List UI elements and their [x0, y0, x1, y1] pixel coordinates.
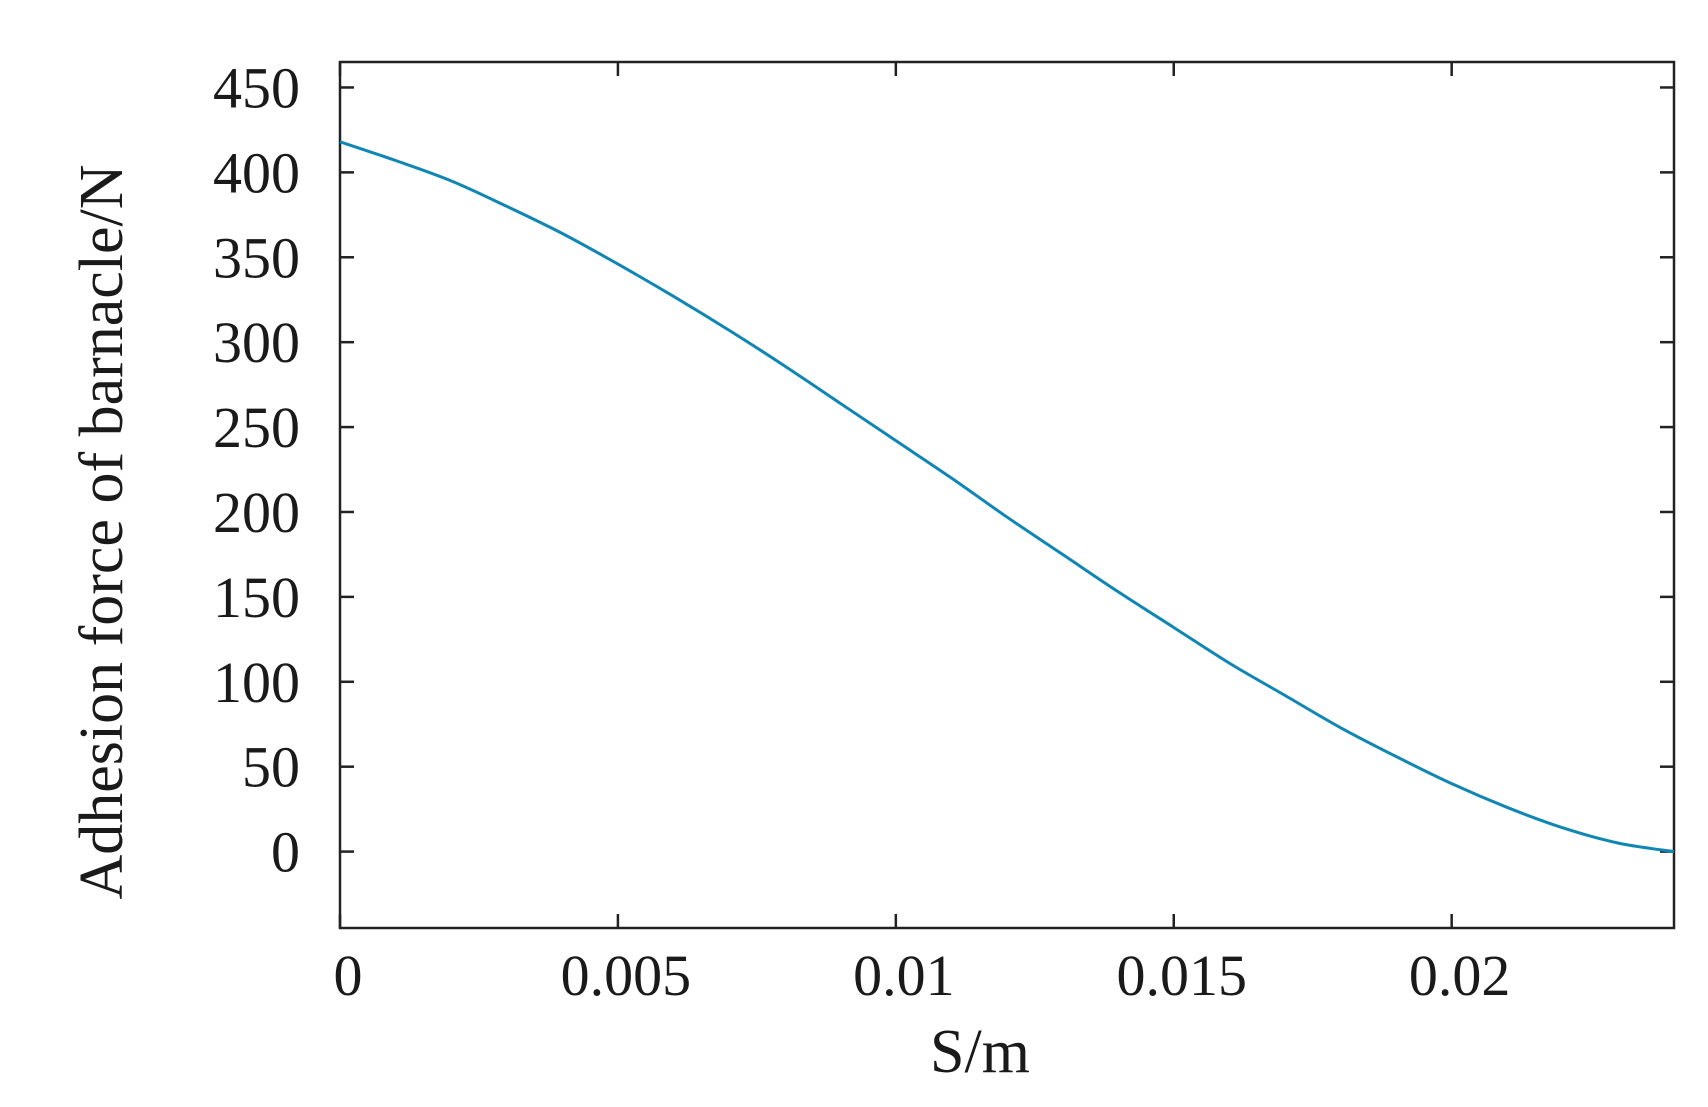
- y-tick-label: 100: [213, 650, 300, 715]
- x-tick-label: 0.02: [1409, 943, 1511, 1008]
- series-line: [339, 140, 1675, 854]
- y-tick-label: 0: [271, 820, 300, 885]
- y-tick-label: 250: [213, 395, 300, 460]
- y-tick-label: 200: [213, 480, 300, 545]
- y-axis-tick-labels: 0 50 100 150 200 250 300 350 400 450: [213, 55, 300, 884]
- x-axis-ticks: [338, 62, 1453, 928]
- x-tick-label: 0.005: [561, 943, 692, 1008]
- y-tick-label: 150: [213, 565, 300, 630]
- y-tick-label: 50: [242, 735, 300, 800]
- plot-frame: [338, 60, 1676, 930]
- y-tick-label: 350: [213, 225, 300, 290]
- y-tick-label: 450: [213, 55, 300, 120]
- y-tick-label: 300: [213, 310, 300, 375]
- x-axis-tick-labels: 0 0.005 0.01 0.015 0.02: [334, 943, 1511, 1008]
- y-axis-ticks: [340, 86, 1674, 853]
- x-tick-label: 0: [334, 943, 363, 1008]
- x-tick-label: 0.015: [1117, 943, 1248, 1008]
- y-tick-label: 400: [213, 140, 300, 205]
- x-axis-title: S/m: [930, 1018, 1030, 1086]
- x-tick-label: 0.01: [853, 943, 955, 1008]
- y-axis-title: Adhesion force of barnacle/N: [68, 164, 136, 899]
